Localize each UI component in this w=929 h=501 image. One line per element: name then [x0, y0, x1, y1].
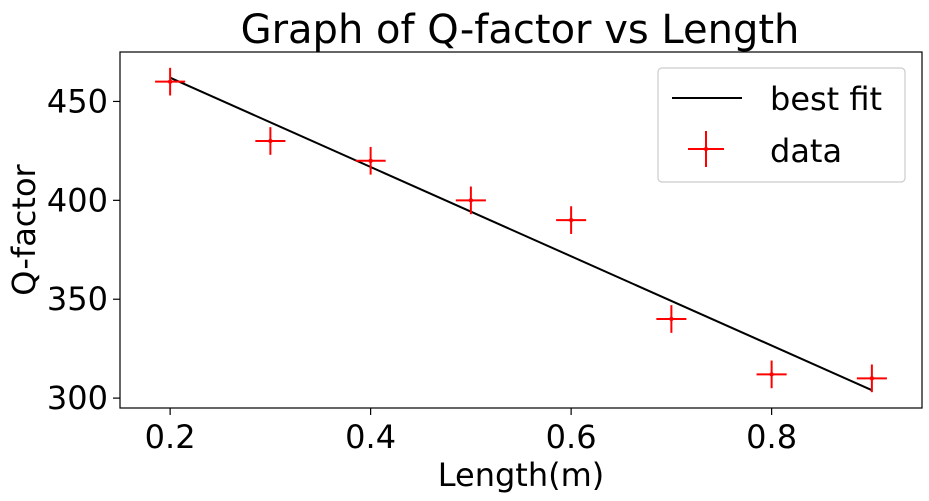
data-point — [856, 364, 887, 393]
legend: best fit data — [657, 67, 906, 183]
data-point — [656, 305, 687, 333]
y-tick-label: 300 — [47, 379, 108, 417]
x-tick-label: 0.8 — [746, 418, 797, 456]
data-point — [355, 146, 386, 175]
best-fit-line — [169, 76, 873, 392]
legend-data-label: data — [770, 132, 842, 170]
data-marker — [669, 316, 674, 322]
y-tick-label: 400 — [47, 181, 108, 219]
data-point — [155, 67, 186, 96]
data-marker — [468, 198, 474, 203]
data-marker — [167, 79, 173, 84]
data-marker — [869, 376, 875, 381]
x-tick-label: 0.6 — [546, 418, 597, 456]
legend-box — [657, 67, 906, 183]
data-marker — [568, 217, 574, 223]
x-tick-label: 0.4 — [345, 418, 396, 456]
data-point — [255, 127, 286, 155]
legend-best-fit-label: best fit — [770, 80, 882, 118]
data-point — [756, 360, 787, 389]
y-tick-label: 450 — [47, 82, 108, 120]
x-axis: 0.2 0.4 0.6 0.8 — [145, 408, 797, 456]
x-axis-label: Length(m) — [438, 456, 605, 494]
data-point — [556, 206, 587, 234]
chart-title: Graph of Q-factor vs Length — [241, 7, 800, 53]
plot-area — [155, 67, 887, 393]
axes-frame — [119, 51, 923, 409]
legend-data-swatch — [688, 131, 724, 167]
y-tick-label: 350 — [47, 280, 108, 318]
data-point — [455, 186, 486, 215]
data-marker — [769, 372, 774, 377]
data-marker — [268, 138, 273, 144]
x-tick-label: 0.2 — [145, 418, 196, 456]
y-axis-label: Q-factor — [5, 163, 43, 295]
y-axis: 300 350 400 450 — [47, 82, 120, 417]
data-marker — [368, 158, 373, 163]
